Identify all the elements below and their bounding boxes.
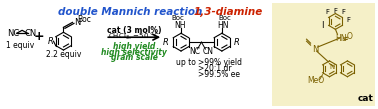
Text: I: I — [321, 21, 324, 30]
Text: HN: HN — [336, 34, 347, 43]
Text: 1 equiv: 1 equiv — [6, 41, 35, 50]
Text: O: O — [347, 32, 352, 41]
Text: NC: NC — [189, 47, 200, 56]
Text: double Mannich reaction: double Mannich reaction — [58, 7, 202, 17]
Text: F: F — [333, 8, 338, 14]
Text: up to: up to — [176, 58, 196, 67]
Text: F: F — [346, 17, 350, 23]
Text: HN: HN — [217, 21, 229, 30]
Text: gram scale: gram scale — [111, 53, 158, 62]
Text: CN: CN — [203, 47, 214, 56]
Text: Boc: Boc — [172, 15, 184, 21]
Text: F: F — [325, 9, 330, 15]
Text: NC: NC — [8, 29, 20, 38]
Text: cat (3 mol%): cat (3 mol%) — [107, 26, 161, 35]
Text: CN: CN — [25, 29, 37, 38]
Text: +: + — [33, 30, 44, 43]
Text: NH: NH — [174, 21, 186, 30]
FancyBboxPatch shape — [272, 3, 375, 106]
Text: N: N — [312, 45, 319, 54]
Text: N: N — [330, 64, 335, 70]
Text: R: R — [48, 37, 53, 46]
Text: R: R — [234, 38, 240, 47]
Text: Boc: Boc — [77, 15, 91, 24]
Text: 2.2 equiv: 2.2 equiv — [46, 49, 81, 59]
Text: >20:1 dr: >20:1 dr — [198, 64, 232, 73]
Text: R: R — [163, 38, 169, 47]
Text: Boc: Boc — [218, 15, 231, 21]
Text: >99% yield: >99% yield — [198, 58, 242, 67]
Text: MeO: MeO — [307, 76, 324, 85]
Text: CHCl$_3$, $-$50 °C: CHCl$_3$, $-$50 °C — [108, 31, 160, 42]
Text: N: N — [74, 18, 81, 27]
Text: >99.5% ee: >99.5% ee — [198, 70, 240, 79]
Text: F: F — [341, 9, 345, 15]
Text: 1,3-diamine: 1,3-diamine — [193, 7, 262, 17]
Text: high yield: high yield — [113, 42, 155, 51]
Text: high selectivity: high selectivity — [101, 48, 167, 57]
Text: cat: cat — [358, 94, 373, 103]
